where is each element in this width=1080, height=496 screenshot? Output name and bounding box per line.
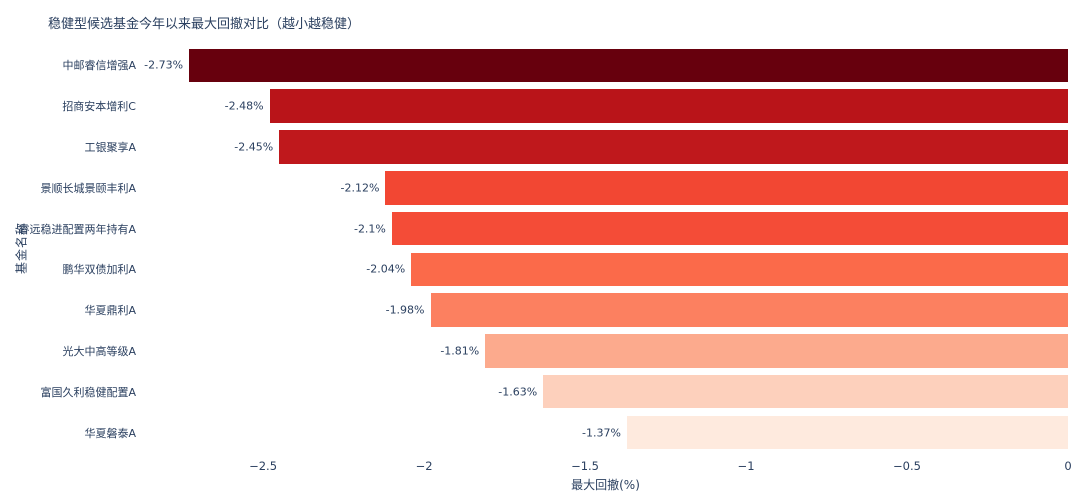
x-tick-label: −2: [415, 459, 433, 473]
y-tick-label: 中邮睿信增强A: [62, 59, 136, 73]
bar-value-label: -2.45%: [234, 140, 274, 154]
y-tick-label: 工银聚享A: [84, 140, 136, 154]
y-tick-label: 华夏鼎利A: [84, 304, 136, 318]
bar-value-label: -2.1%: [353, 222, 386, 236]
plot-area: 中邮睿信增强A -2.73% 招商安本增利C -2.48% 工银聚享A -2.45% 景顺长…: [18, 45, 1068, 453]
bar[interactable]: [189, 48, 1068, 83]
chart-title: 稳健型候选基金今年以来最大回撤对比（越小越稳健）: [48, 17, 361, 32]
bar[interactable]: [485, 334, 1068, 368]
y-tick-label: 景顺长城景颐丰利A: [40, 181, 136, 195]
y-tick-label: 招商安本增利C: [62, 100, 136, 114]
bar[interactable]: [385, 171, 1068, 205]
x-tick-label: −2.5: [249, 459, 278, 473]
bar-row: 中邮睿信增强A -2.73%: [62, 45, 1068, 86]
bar[interactable]: [626, 415, 1068, 450]
bar-value-label: -1.98%: [385, 303, 425, 317]
y-tick-label: 光大中高等级A: [62, 344, 136, 358]
bar-value-label: -1.37%: [582, 426, 621, 440]
bar-value-label: -2.73%: [144, 58, 184, 72]
x-axis-title: 最大回撤(%): [571, 478, 640, 492]
bar[interactable]: [543, 375, 1068, 409]
x-tick-label: −0.5: [893, 459, 921, 473]
bar-value-label: -2.48%: [224, 99, 264, 113]
y-tick-label: 华夏磐泰A: [84, 426, 136, 440]
bar-row: 招商安本增利C -2.48%: [62, 86, 1068, 127]
x-tick-label: −1.5: [571, 459, 600, 473]
bar[interactable]: [269, 89, 1068, 123]
bar-row: 华夏鼎利A -1.98%: [84, 290, 1068, 331]
bar-value-label: -2.12%: [340, 181, 380, 195]
x-tick-label: 0: [1064, 459, 1072, 473]
bar-value-label: -1.81%: [440, 344, 480, 358]
y-tick-label: 睿远稳进配置两年持有A: [18, 222, 136, 236]
bar[interactable]: [411, 252, 1068, 287]
bar-row: 光大中高等级A -1.81%: [62, 331, 1068, 372]
bar-row: 富国久利稳健配置A -1.63%: [40, 371, 1068, 412]
bar-row: 华夏磐泰A -1.37%: [84, 412, 1068, 453]
bar-row: 工银聚享A -2.45%: [84, 127, 1068, 168]
bar-row: 鹏华双债加利A -2.04%: [62, 249, 1068, 290]
x-tick-label: −1: [737, 459, 755, 473]
y-tick-label: 富国久利稳健配置A: [40, 385, 136, 399]
x-axis-ticks: −2.5 −2 −1.5 −1 −0.5 0: [143, 459, 1072, 473]
bar[interactable]: [279, 130, 1068, 164]
bar-row: 睿远稳进配置两年持有A -2.1%: [18, 208, 1068, 249]
bar-value-label: -1.63%: [498, 385, 538, 399]
bar[interactable]: [430, 293, 1068, 327]
bar[interactable]: [391, 211, 1068, 246]
bar-row: 景顺长城景颐丰利A -2.12%: [40, 167, 1068, 208]
bar-value-label: -2.04%: [366, 262, 406, 276]
y-tick-label: 鹏华双债加利A: [62, 263, 136, 277]
bar-rows: 中邮睿信增强A -2.73% 招商安本增利C -2.48% 工银聚享A -2.45% 景顺长…: [18, 45, 1068, 453]
